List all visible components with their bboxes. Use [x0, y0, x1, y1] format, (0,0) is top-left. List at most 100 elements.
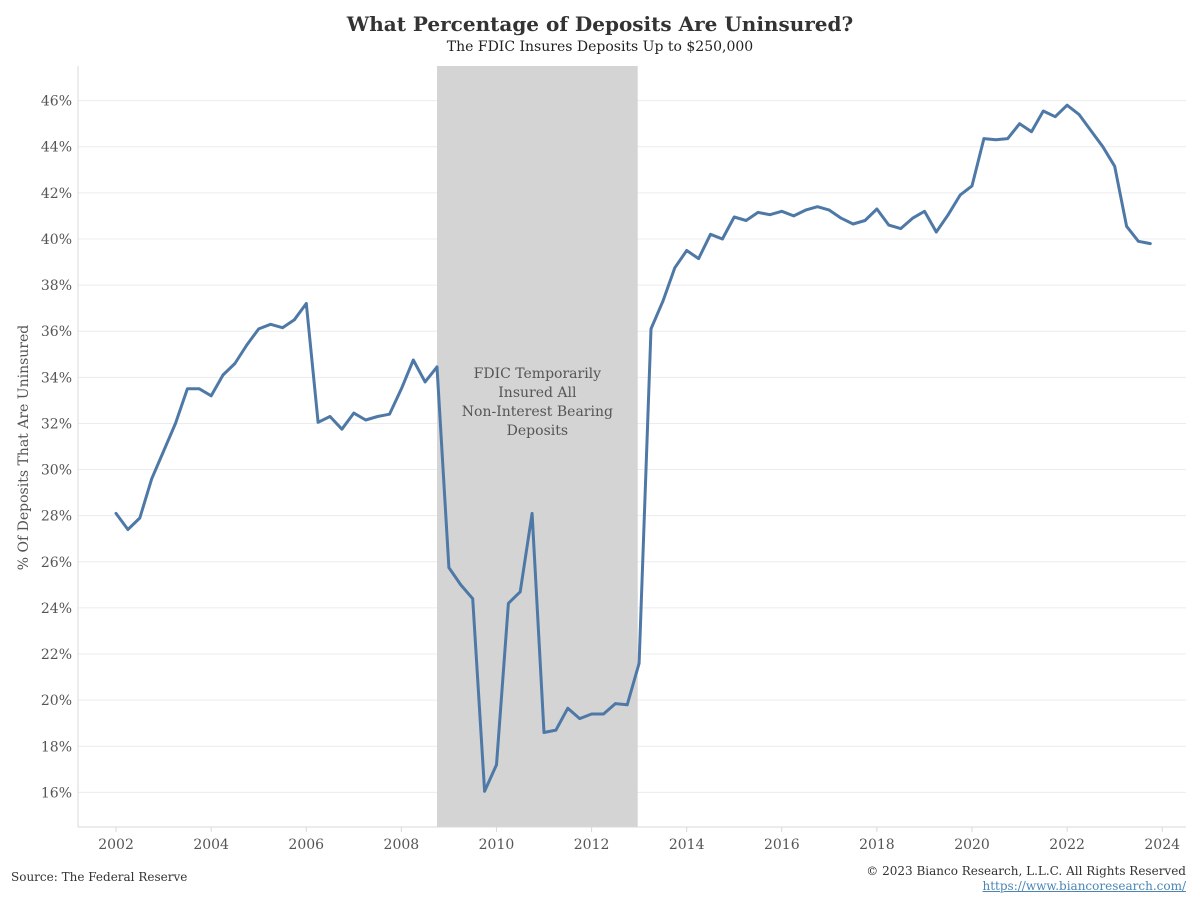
series-group: [114, 103, 1152, 793]
data-point: [709, 233, 712, 236]
data-point: [839, 216, 843, 220]
x-tick-label: 2012: [574, 837, 610, 853]
x-tick-label: 2008: [384, 837, 420, 853]
data-point: [352, 411, 356, 415]
x-tick-label: 2004: [193, 837, 229, 853]
x-tick-label: 2020: [954, 837, 990, 853]
data-point: [982, 137, 986, 140]
data-point: [958, 193, 962, 197]
data-point: [483, 790, 486, 793]
data-point: [590, 712, 593, 716]
series-line: [114, 103, 1152, 793]
data-point: [507, 602, 510, 605]
data-point: [851, 222, 855, 226]
data-point: [768, 213, 772, 216]
data-point: [1042, 109, 1045, 113]
data-point: [1018, 122, 1021, 125]
data-point: [459, 583, 463, 587]
y-tick-label: 42%: [41, 186, 72, 202]
data-point: [471, 597, 475, 600]
x-tick-label: 2002: [98, 837, 134, 853]
data-point: [780, 210, 784, 213]
data-point: [863, 219, 867, 222]
axes: [77, 66, 1186, 828]
annotation-line-4: Deposits: [507, 423, 568, 439]
data-point: [1089, 129, 1093, 132]
data-point: [756, 211, 760, 214]
data-point: [269, 323, 272, 326]
data-point: [566, 706, 570, 710]
website-link[interactable]: https://www.biancoresearch.com/: [982, 879, 1186, 893]
data-point: [126, 528, 130, 531]
y-tick-label: 46%: [41, 94, 72, 110]
x-tick-label: 2016: [764, 837, 800, 853]
data-point: [602, 712, 605, 716]
data-point: [364, 418, 368, 422]
data-point: [899, 227, 902, 230]
x-tick-label: 2024: [1144, 837, 1180, 853]
data-point: [447, 566, 451, 569]
data-point: [625, 703, 629, 707]
data-point: [245, 343, 249, 347]
data-point: [257, 327, 261, 331]
shaded-region-annotation: FDIC Temporarily Insured All Non-Interest …: [462, 366, 613, 439]
chart-subtitle: The FDIC Insures Deposits Up to $250,000: [446, 39, 754, 55]
y-tick-label: 18%: [41, 739, 72, 755]
y-tick-label: 26%: [41, 555, 72, 571]
data-point: [233, 362, 237, 365]
data-point: [530, 512, 534, 515]
data-point: [198, 387, 201, 391]
data-point: [221, 373, 225, 377]
data-point: [673, 266, 677, 270]
data-point: [923, 210, 926, 213]
data-point: [649, 327, 653, 331]
y-tick-label: 34%: [41, 370, 72, 386]
y-tick-label: 20%: [41, 693, 72, 709]
y-tick-label: 40%: [41, 232, 72, 248]
data-point: [1053, 115, 1057, 118]
copyright-note: © 2023 Bianco Research, L.L.C. All Right…: [866, 864, 1186, 878]
data-point: [970, 184, 974, 188]
shaded-region: [437, 66, 638, 827]
y-tick-label: 22%: [41, 647, 72, 663]
data-point: [435, 365, 439, 369]
x-axis-ticks: 2002 2004 2006 2008 2010 2012 2014 2016 2018 2020…: [98, 827, 1180, 853]
y-tick-label: 16%: [41, 785, 72, 801]
x-tick-label: 2006: [288, 837, 324, 853]
data-point: [744, 219, 748, 222]
y-tick-label: 32%: [41, 416, 72, 432]
y-axis-ticks: 16% 18% 20% 22% 24% 26% 28% 30% 32% 34% 36% 38% 40% 4…: [41, 94, 72, 802]
data-point: [792, 214, 795, 218]
y-tick-label: 30%: [41, 463, 72, 479]
annotation-line-2: Insured All: [498, 385, 577, 401]
annotation-line-3: Non-Interest Bearing: [462, 404, 613, 420]
data-point: [1149, 242, 1152, 245]
data-point: [554, 728, 558, 732]
data-point: [1065, 103, 1069, 107]
data-point: [400, 387, 403, 391]
x-tick-label: 2018: [859, 837, 895, 853]
data-point: [1077, 113, 1081, 116]
data-point: [328, 415, 332, 418]
y-tick-label: 38%: [41, 278, 72, 294]
y-tick-label: 28%: [41, 509, 72, 525]
data-point: [388, 412, 391, 416]
data-point: [816, 205, 819, 208]
data-point: [495, 763, 498, 766]
data-point: [721, 237, 724, 241]
data-point: [412, 358, 415, 362]
data-point: [114, 512, 118, 515]
chart-title: What Percentage of Deposits Are Uninsure…: [346, 12, 854, 36]
data-point: [340, 427, 344, 431]
data-point: [828, 208, 831, 212]
data-point: [1030, 130, 1033, 133]
data-point: [542, 731, 546, 734]
data-point: [614, 702, 617, 705]
y-tick-label: 44%: [41, 140, 72, 156]
data-point: [293, 318, 296, 322]
data-point: [138, 516, 142, 520]
data-point: [578, 717, 581, 720]
data-point: [994, 138, 998, 142]
data-point: [887, 223, 891, 227]
